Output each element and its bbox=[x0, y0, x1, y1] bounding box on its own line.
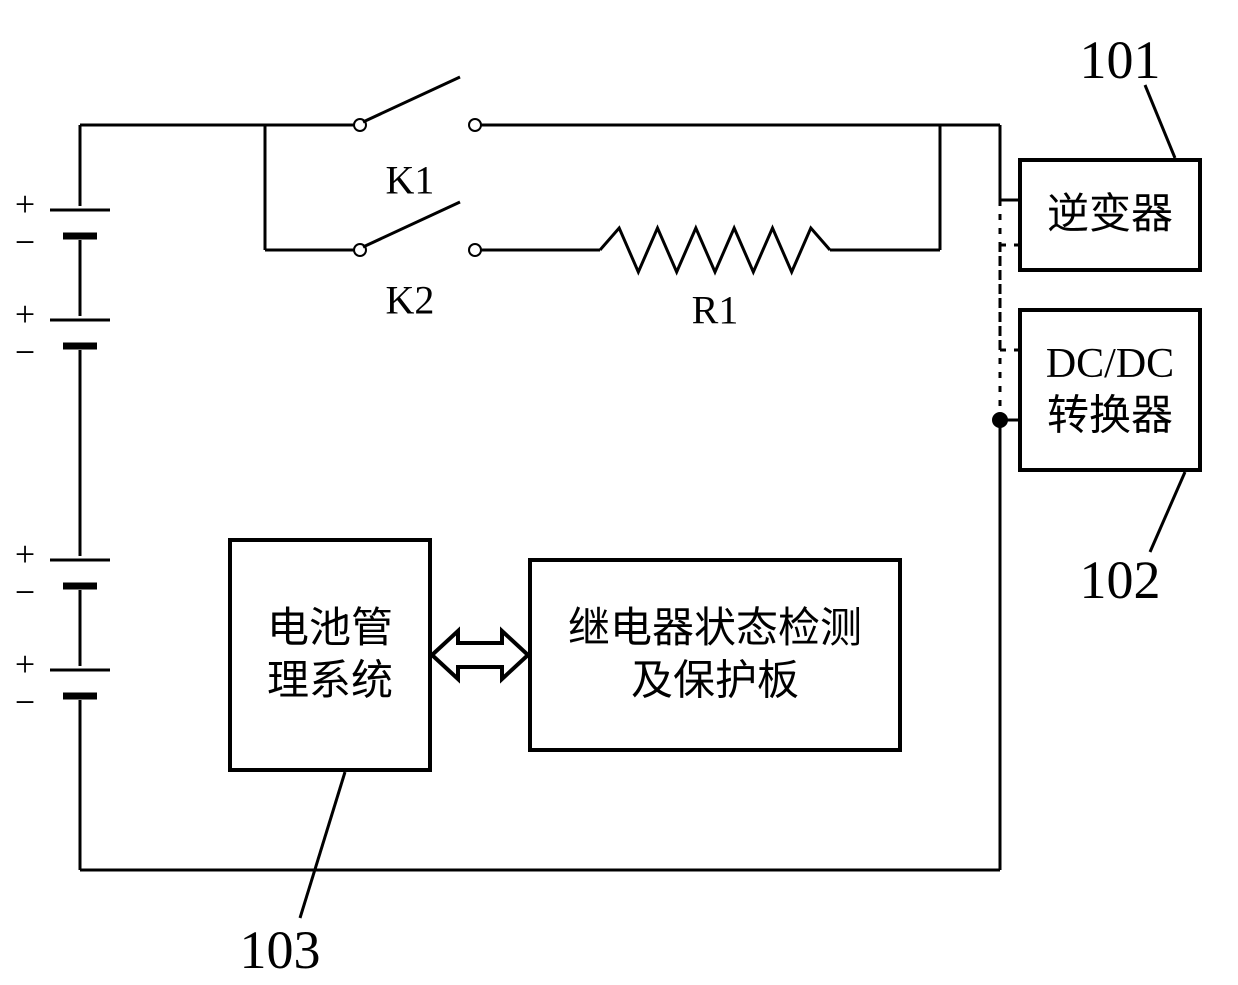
svg-text:DC/DC: DC/DC bbox=[1046, 341, 1174, 387]
svg-text:+: + bbox=[15, 534, 35, 574]
svg-text:R1: R1 bbox=[692, 288, 739, 333]
svg-text:电池管: 电池管 bbox=[267, 606, 393, 652]
svg-text:K2: K2 bbox=[386, 278, 435, 323]
svg-text:−: − bbox=[15, 572, 35, 612]
svg-text:+: + bbox=[15, 184, 35, 224]
svg-text:理系统: 理系统 bbox=[267, 658, 393, 704]
svg-text:K1: K1 bbox=[386, 158, 435, 203]
svg-text:继电器状态检测: 继电器状态检测 bbox=[568, 605, 862, 652]
svg-text:+: + bbox=[15, 644, 35, 684]
svg-text:−: − bbox=[15, 682, 35, 722]
svg-text:101: 101 bbox=[1080, 30, 1161, 90]
svg-text:及保护板: 及保护板 bbox=[631, 658, 799, 704]
svg-text:103: 103 bbox=[240, 920, 321, 980]
svg-text:−: − bbox=[15, 332, 35, 372]
svg-text:−: − bbox=[15, 222, 35, 262]
svg-text:102: 102 bbox=[1080, 550, 1161, 610]
svg-text:逆变器: 逆变器 bbox=[1047, 191, 1173, 238]
svg-text:转换器: 转换器 bbox=[1047, 393, 1173, 439]
svg-text:+: + bbox=[15, 294, 35, 334]
